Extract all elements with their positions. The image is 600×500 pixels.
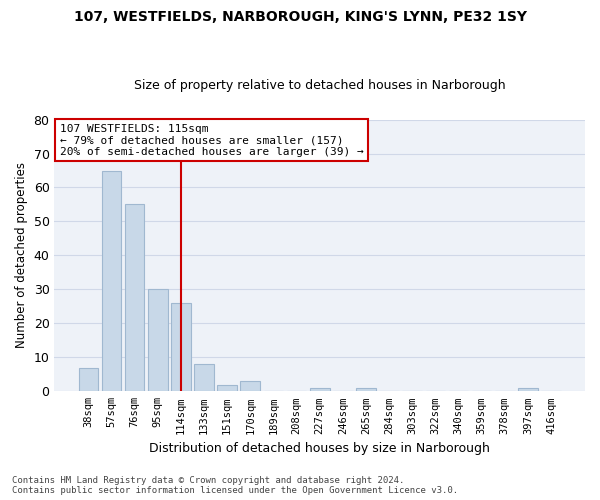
Bar: [194, 364, 214, 392]
Bar: [125, 204, 145, 392]
Bar: [518, 388, 538, 392]
Bar: [217, 384, 237, 392]
Bar: [241, 381, 260, 392]
Bar: [356, 388, 376, 392]
X-axis label: Distribution of detached houses by size in Narborough: Distribution of detached houses by size …: [149, 442, 490, 455]
Text: Contains HM Land Registry data © Crown copyright and database right 2024.
Contai: Contains HM Land Registry data © Crown c…: [12, 476, 458, 495]
Bar: [79, 368, 98, 392]
Y-axis label: Number of detached properties: Number of detached properties: [15, 162, 28, 348]
Title: Size of property relative to detached houses in Narborough: Size of property relative to detached ho…: [134, 79, 506, 92]
Text: 107, WESTFIELDS, NARBOROUGH, KING'S LYNN, PE32 1SY: 107, WESTFIELDS, NARBOROUGH, KING'S LYNN…: [74, 10, 527, 24]
Bar: [171, 303, 191, 392]
Bar: [310, 388, 329, 392]
Bar: [101, 170, 121, 392]
Text: 107 WESTFIELDS: 115sqm
← 79% of detached houses are smaller (157)
20% of semi-de: 107 WESTFIELDS: 115sqm ← 79% of detached…: [60, 124, 364, 157]
Bar: [148, 290, 167, 392]
